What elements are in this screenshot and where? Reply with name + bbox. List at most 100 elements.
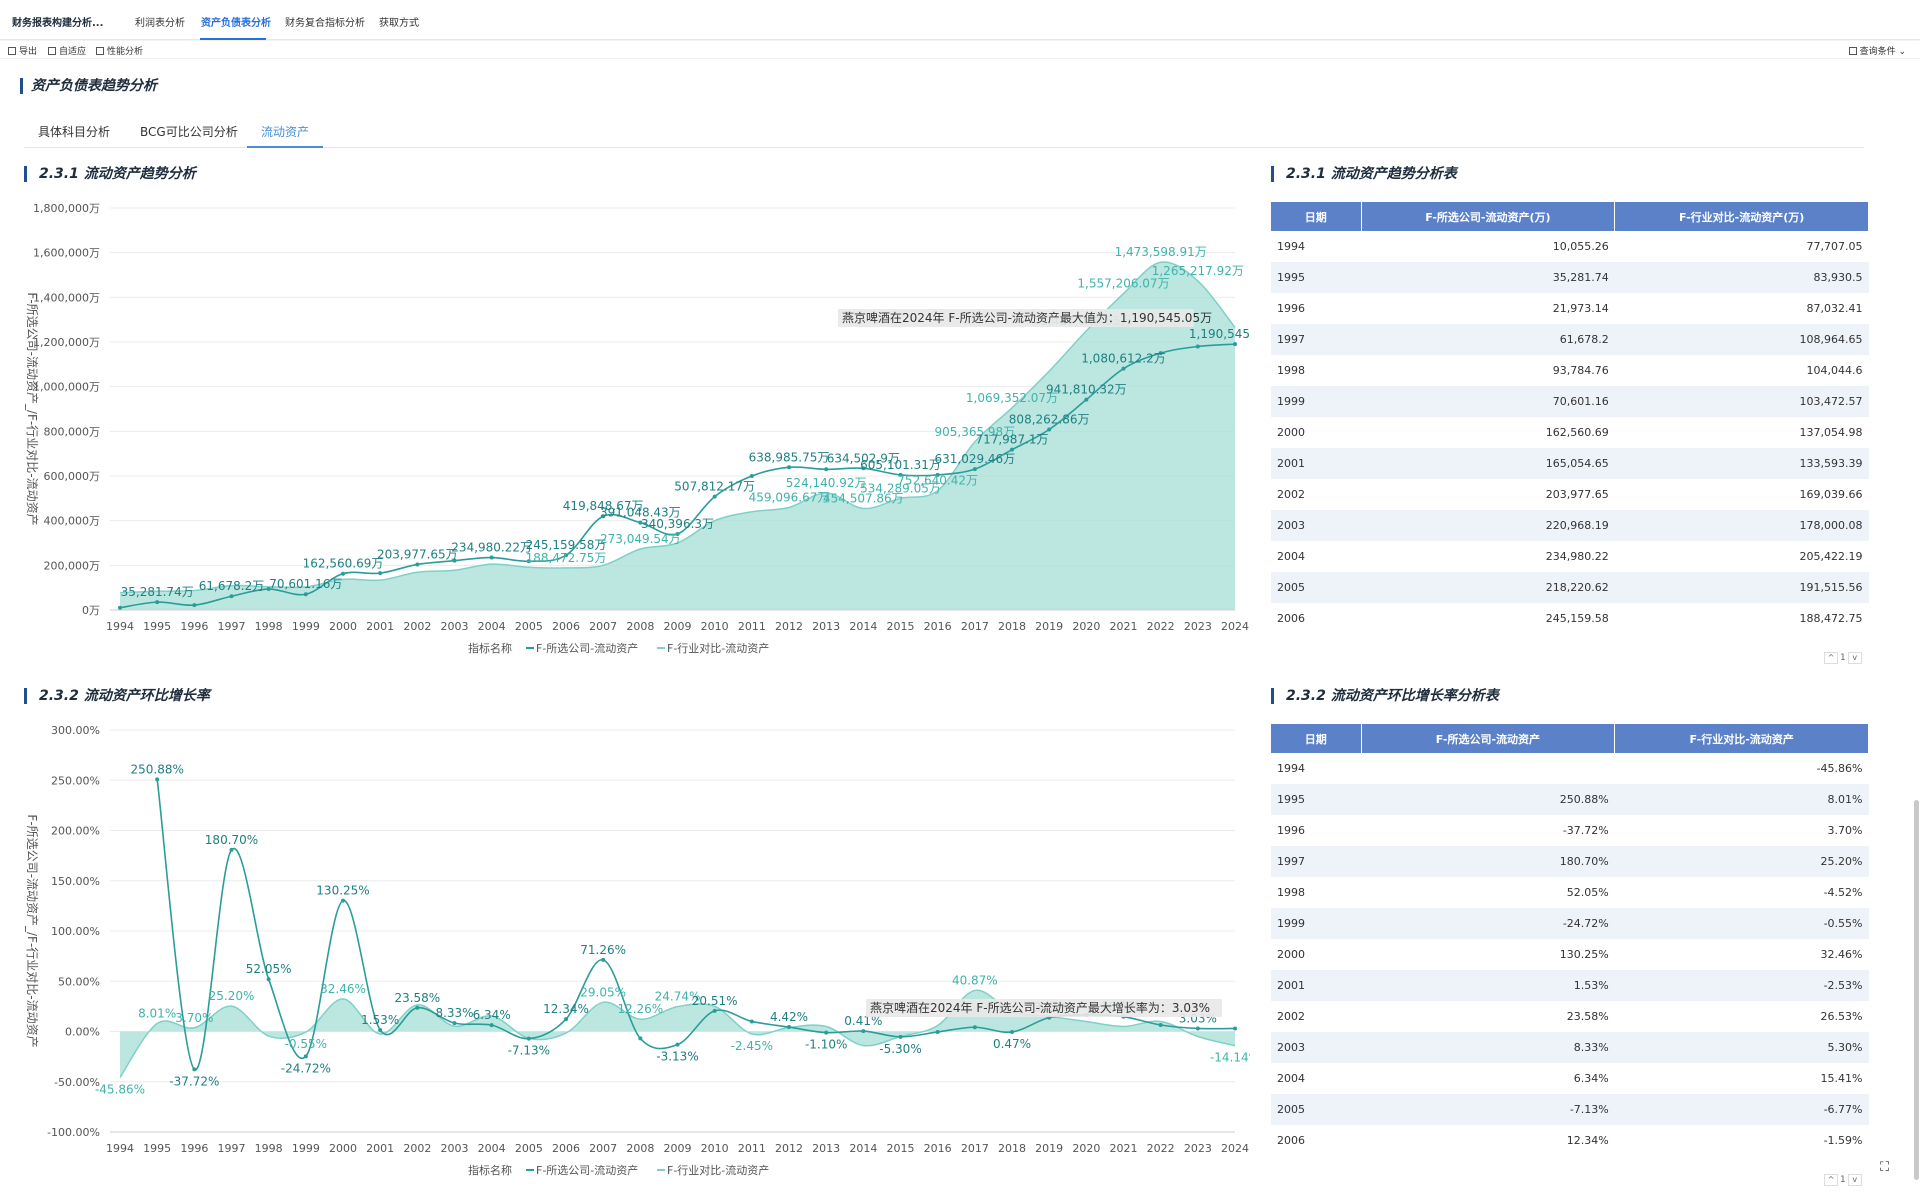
data-label: 1,190,545.05万 [1189, 327, 1250, 341]
perf-button[interactable]: 性能分析 [96, 44, 143, 57]
data-point [898, 472, 903, 477]
x-tick-label: 2001 [366, 1142, 394, 1155]
col-industry[interactable]: F-行业对比-流动资产 [1614, 724, 1869, 753]
tab-ratio[interactable]: 财务复合指标分析 [285, 18, 365, 29]
cell-value: 25.20% [1614, 846, 1869, 877]
data-point [192, 1067, 197, 1072]
cell-value: 93,784.76 [1552, 364, 1609, 377]
page-scrollbar[interactable] [1914, 800, 1919, 1180]
data-label: 1,069,352.07万 [966, 391, 1058, 405]
cell-value: 26.53% [1820, 1010, 1863, 1023]
x-tick-label: 2014 [849, 1142, 877, 1155]
prev-page-button[interactable]: ^ [1824, 1174, 1838, 1186]
data-point [526, 559, 531, 564]
subtab-detail[interactable]: 具体科目分析 [38, 125, 111, 139]
x-tick-label: 2020 [1072, 620, 1100, 633]
data-point [675, 1042, 680, 1047]
cell-date: 1998 [1277, 364, 1305, 377]
x-tick-label: 1996 [180, 620, 208, 633]
trend-table: 日期 F-所选公司-流动资产(万) F-行业对比-流动资产(万) 1994 10,… [1271, 202, 1869, 634]
trend-table-title: 2.3.1 流动资产趋势分析表 [1271, 166, 1457, 182]
x-tick-label: 2011 [738, 1142, 766, 1155]
prev-page-button[interactable]: ^ [1824, 652, 1838, 664]
filter-button[interactable]: 查询条件 ⌄ [1848, 44, 1906, 57]
cell-value: -2.53% [1614, 970, 1869, 1001]
data-label: 6.34% [473, 1008, 511, 1022]
legend-item-company: F-所选公司-流动资产 [536, 641, 638, 655]
data-label: 631,029.46万 [934, 452, 1015, 466]
cell-date: 1995 [1271, 784, 1361, 815]
x-tick-label: 2015 [887, 620, 915, 633]
data-point [1158, 351, 1163, 356]
cell-date: 1997 [1271, 324, 1361, 355]
data-point [675, 531, 680, 536]
col-industry[interactable]: F-行业对比-流动资产(万) [1614, 202, 1869, 231]
y-tick-label: 150.00% [51, 875, 100, 888]
cell-value: 83,930.5 [1614, 262, 1869, 293]
data-label: -0.55% [285, 1037, 327, 1051]
cell-date: 2005 [1271, 572, 1361, 603]
adapt-button[interactable]: 自适应 [48, 44, 86, 57]
data-point [452, 1021, 457, 1026]
data-point [1010, 1029, 1014, 1034]
subtab-current-assets[interactable]: 流动资产 [247, 120, 324, 148]
legend-item-industry: F-行业对比-流动资产 [667, 641, 769, 655]
data-label: 71.26% [580, 943, 626, 957]
tab-balance-sheet[interactable]: 资产负债表分析 [201, 18, 271, 29]
cell-value: 203,977.65 [1545, 488, 1609, 501]
y-tick-label: 1,400,000万 [33, 291, 100, 304]
data-point [898, 1034, 903, 1039]
cell-value: 188,472.75 [1799, 612, 1863, 625]
fullscreen-icon[interactable]: ⛶ [1880, 1160, 1890, 1175]
x-tick-label: 1999 [292, 620, 320, 633]
col-company[interactable]: F-所选公司-流动资产(万) [1361, 202, 1616, 231]
data-point [415, 1005, 420, 1010]
data-point [787, 1025, 791, 1030]
col-company[interactable]: F-所选公司-流动资产 [1361, 724, 1616, 753]
data-label: -24.72% [281, 1061, 331, 1075]
data-point [861, 466, 866, 471]
y-tick-label: 600,000万 [44, 470, 101, 483]
data-label: 245,159.58万 [526, 538, 607, 552]
x-tick-label: 2004 [478, 1142, 506, 1155]
cell-value: -0.55% [1614, 908, 1869, 939]
adapt-label: 自适应 [59, 47, 87, 57]
col-date[interactable]: 日期 [1271, 202, 1362, 231]
data-point [787, 465, 791, 470]
cell-value: 220,968.19 [1361, 510, 1615, 541]
cell-value: 61,678.2 [1361, 324, 1615, 355]
data-label: 0.47% [993, 1037, 1031, 1051]
cell-date: 1996 [1277, 302, 1305, 315]
data-point [266, 587, 271, 592]
subtab-bcg[interactable]: BCG可比公司分析 [140, 125, 238, 139]
app-title[interactable]: 财务报表构建分析... [12, 18, 104, 29]
y-tick-label: 1,600,000万 [33, 247, 100, 260]
cell-value: 32.46% [1820, 948, 1863, 961]
table-row: 2006 12.34% -1.59% [1271, 1125, 1869, 1156]
export-button[interactable]: 导出 [8, 44, 37, 57]
col-date[interactable]: 日期 [1271, 724, 1362, 753]
data-point [1121, 366, 1126, 371]
cell-value: 130.25% [1559, 948, 1609, 961]
next-page-button[interactable]: v [1847, 652, 1862, 664]
data-point [1233, 1026, 1237, 1031]
cell-value: 77,707.05 [1806, 240, 1863, 253]
legend-item-industry: F-行业对比-流动资产 [667, 1163, 769, 1177]
table-row: 2002 23.58% 26.53% [1271, 1001, 1869, 1032]
data-label: 507,812.17万 [674, 480, 755, 494]
tab-access[interactable]: 获取方式 [379, 18, 419, 29]
cell-value: 87,032.41 [1806, 302, 1863, 315]
data-point [452, 558, 457, 563]
cell-value: -6.77% [1614, 1094, 1869, 1125]
toolbar: 导出 自适应 性能分析 查询条件 ⌄ [0, 41, 1920, 59]
tab-profit[interactable]: 利润表分析 [135, 18, 185, 29]
table-row: 1994 -45.86% [1271, 753, 1869, 784]
data-point [378, 1027, 383, 1032]
data-point [1010, 447, 1014, 452]
cell-date: 1995 [1271, 262, 1361, 293]
x-tick-label: 2009 [664, 1142, 692, 1155]
x-tick-label: 1998 [255, 620, 283, 633]
data-point [155, 600, 160, 605]
x-tick-label: 2008 [626, 620, 654, 633]
next-page-button[interactable]: v [1847, 1174, 1862, 1186]
